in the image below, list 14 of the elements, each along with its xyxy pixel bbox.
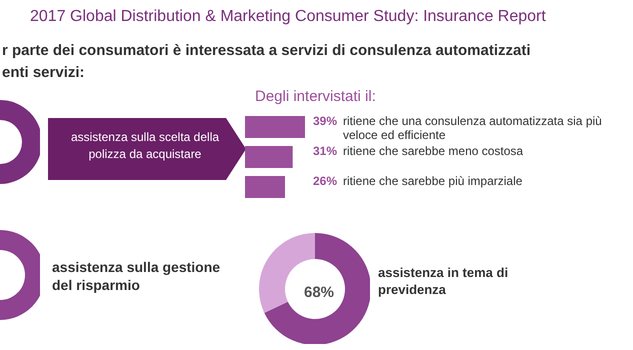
data-label: 39% [313,114,338,130]
text: assistenza sulla gestione del risparmio [52,258,222,294]
y-tick-label: ritiene che sarebbe meno costosa [343,144,524,158]
chart-title: Degli intervistati il: [255,88,376,105]
text: enti servizi: [2,64,85,81]
donut-slice [264,233,370,344]
data-label: 31% [313,144,338,158]
data-label: 68% [304,284,334,301]
text: 2017 Global Distribution & Marketing Consumer Study: Insurance Report [30,8,546,26]
slice-label: assistenza in tema di previdenza [378,264,510,298]
text: r parte dei consumatori è interessata a servizi di consulenza automatizzati [2,42,531,59]
y-tick-label: ritiene che sarebbe più imparziale [343,174,524,188]
data-label: 26% [313,174,338,188]
text: assistenza sulla scelta della polizza da acquistare [70,129,220,163]
